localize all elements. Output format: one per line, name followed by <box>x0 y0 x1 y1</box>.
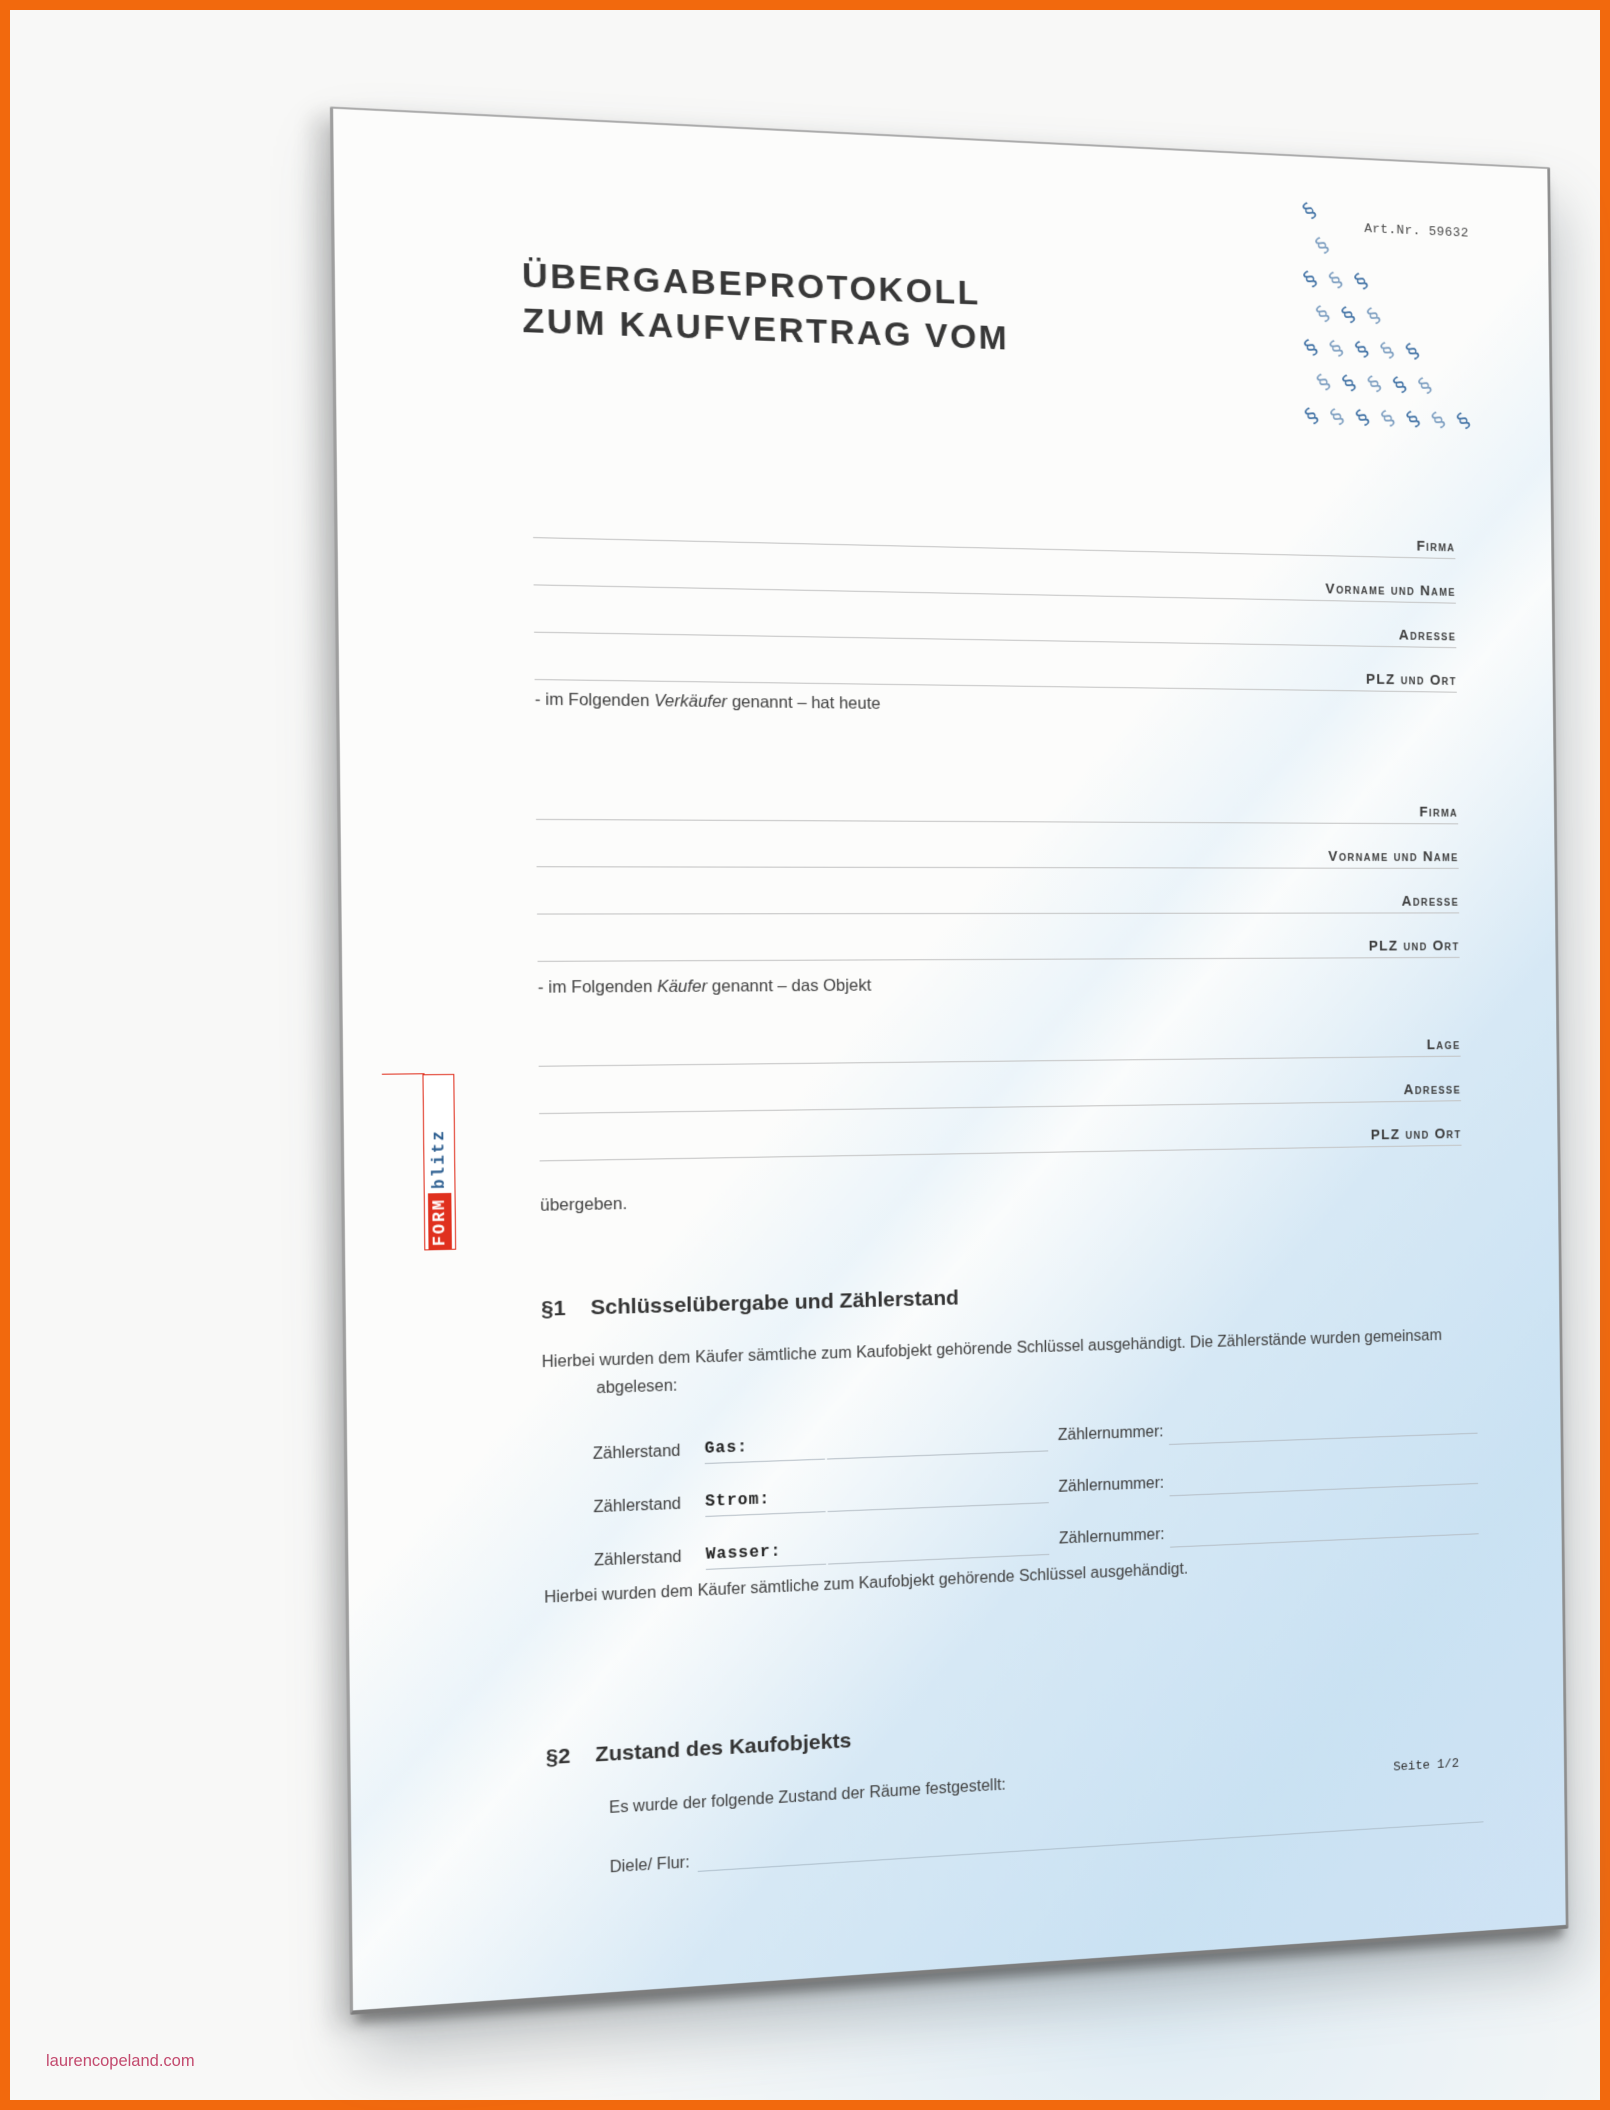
seller-field-block: Firma Vorname und Name Adresse PLZ und O… <box>532 490 1457 693</box>
meter-number-line <box>1169 1509 1479 1548</box>
logo-form-part: FORM <box>427 1192 452 1250</box>
section2-heading: §2 Zustand des Kaufobjekts <box>546 1729 852 1770</box>
meter-number-label: Zählernummer: <box>1058 1526 1165 1548</box>
field-label: Adresse <box>1403 1081 1462 1099</box>
meter-reading-line <box>826 1425 1049 1460</box>
field-line-adresse: Adresse <box>536 867 1460 915</box>
section1-heading: §1 Schlüsselübergabe und Zählerstand <box>541 1286 959 1321</box>
formblitz-logo-text: FORM blitz <box>422 1073 457 1251</box>
page-number: Seite 1/2 <box>1393 1756 1460 1775</box>
buyer-note-suffix: genannt – das Objekt <box>707 976 872 996</box>
buyer-note-term: Käufer <box>657 977 708 997</box>
meter-number-label: Zählernummer: <box>1057 1423 1164 1445</box>
meter-type-field: Gas: <box>704 1431 826 1465</box>
meter-label: Zählerstand <box>593 1548 682 1570</box>
meter-label: Zählerstand <box>593 1495 682 1517</box>
field-label: Adresse <box>1398 627 1457 645</box>
field-line-firma: Firma <box>535 772 1459 825</box>
object-field-block: Lage Adresse PLZ und Ort <box>538 1012 1462 1162</box>
article-number: Art.Nr. 59632 <box>1364 222 1469 242</box>
seller-note: - im Folgenden Verkäufer genannt – hat h… <box>535 690 881 714</box>
meter-label: Zählerstand <box>592 1442 681 1464</box>
document-page: Art.Nr. 59632 §§§§§§§§ §§§§§§§§ §§§§§§§§ §§… <box>329 106 1569 2015</box>
logo-blitz-part: blitz <box>429 1128 450 1189</box>
room-label: Diele/ Flur: <box>609 1854 690 1877</box>
formblitz-logo: FORM blitz <box>381 1073 457 1251</box>
meter-number-line <box>1169 1458 1479 1497</box>
seller-note-term: Verkäufer <box>654 691 728 712</box>
section1-intro: Hierbei wurden dem Käufer sämtliche zum … <box>541 1327 1442 1398</box>
buyer-field-block: Firma Vorname und Name Adresse PLZ und O… <box>535 772 1460 962</box>
field-label: PLZ und Ort <box>1368 938 1460 955</box>
field-label: Adresse <box>1401 894 1460 910</box>
field-label: Firma <box>1416 538 1456 556</box>
field-label: Vorname und Name <box>1325 581 1456 600</box>
meter-reading-line <box>827 1529 1050 1565</box>
section2-intro: Es wurde der folgende Zustand der Räume … <box>608 1776 1006 1818</box>
field-line-plz-ort: PLZ und Ort <box>537 913 1460 962</box>
logo-rule <box>381 1073 425 1075</box>
meter-number-label: Zählernummer: <box>1058 1474 1165 1496</box>
section2-title: Zustand des Kaufobjekts <box>595 1729 852 1767</box>
seller-note-prefix: - im Folgenden <box>534 690 655 711</box>
seller-note-suffix: genannt – hat heute <box>727 692 881 713</box>
page-title: ÜBERGABEPROTOKOLL ZUM KAUFVERTRAG VOM <box>522 254 1010 361</box>
field-label: Lage <box>1426 1037 1461 1054</box>
section2-number: §2 <box>545 1744 571 1770</box>
handover-word: übergeben. <box>539 1194 628 1215</box>
section1-number: §1 <box>541 1296 566 1321</box>
room-line <box>697 1802 1484 1872</box>
field-label: Firma <box>1419 804 1459 821</box>
section1-title: Schlüsselübergabe und Zählerstand <box>590 1286 959 1320</box>
field-label: Vorname und Name <box>1328 849 1459 866</box>
field-line-vorname-name: Vorname und Name <box>536 819 1459 869</box>
watermark-link[interactable]: laurencopeland.com <box>46 2052 195 2070</box>
meter-number-line <box>1168 1408 1478 1445</box>
buyer-note: - im Folgenden Käufer genannt – das Obje… <box>538 977 872 998</box>
meter-type-field: Wasser: <box>705 1536 827 1570</box>
field-label: PLZ und Ort <box>1370 1126 1462 1144</box>
field-label: PLZ und Ort <box>1365 671 1457 689</box>
meter-type-field: Strom: <box>705 1483 826 1517</box>
buyer-note-prefix: - im Folgenden <box>537 977 658 997</box>
meter-reading-line <box>827 1477 1049 1513</box>
